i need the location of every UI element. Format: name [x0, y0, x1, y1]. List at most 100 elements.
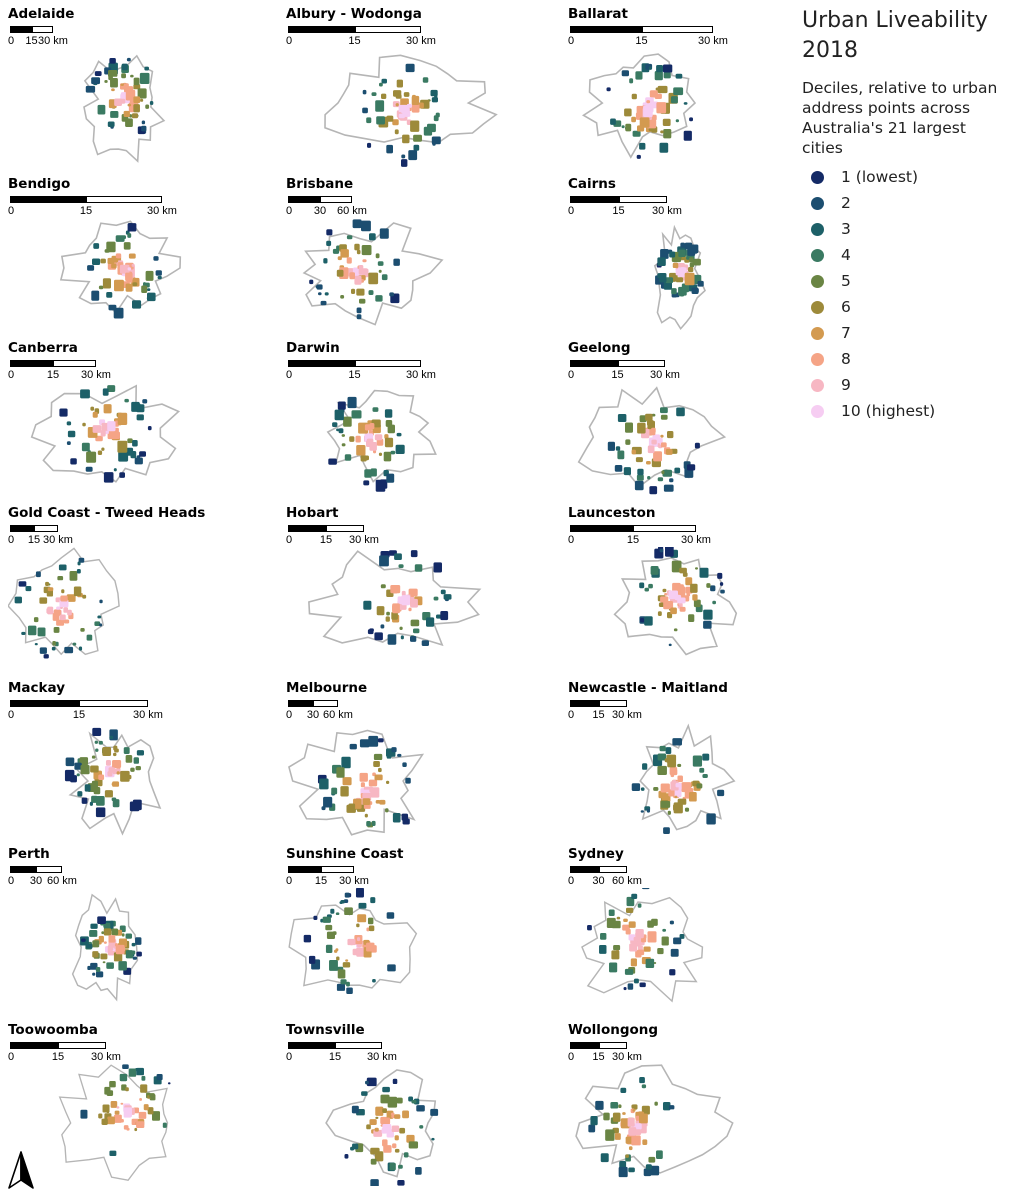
liveability-area: [35, 571, 41, 578]
liveability-area: [337, 256, 342, 261]
liveability-area: [85, 85, 96, 93]
liveability-area: [356, 937, 361, 942]
scale-label: 0: [286, 369, 293, 381]
liveability-area: [125, 283, 133, 292]
liveability-area: [600, 933, 607, 940]
liveability-area: [336, 269, 344, 277]
liveability-area: [636, 474, 644, 481]
liveability-area: [436, 614, 442, 619]
liveability-area: [635, 71, 643, 80]
liveability-area: [631, 783, 641, 792]
scale-label: 30 km: [652, 205, 682, 217]
liveability-area: [686, 593, 691, 597]
legend-title-line-2: 2018: [802, 38, 858, 63]
liveability-area: [387, 634, 397, 645]
liveability-area: [410, 550, 418, 558]
liveability-area: [690, 583, 698, 593]
liveability-area: [378, 269, 382, 273]
liveability-area: [647, 476, 651, 480]
liveability-area: [720, 589, 725, 594]
liveability-area: [14, 596, 22, 604]
liveability-area: [430, 1108, 439, 1116]
liveability-area: [369, 788, 373, 793]
liveability-area: [433, 596, 439, 601]
liveability-area: [644, 587, 649, 592]
liveability-area: [398, 1164, 403, 1169]
liveability-area: [98, 774, 105, 781]
liveability-area: [392, 1078, 398, 1085]
liveability-area: [121, 933, 125, 937]
liveability-area: [378, 767, 382, 773]
liveability-area: [640, 787, 645, 791]
liveability-area: [121, 63, 128, 71]
liveability-area: [135, 937, 142, 945]
liveability-area: [59, 614, 66, 621]
liveability-area: [695, 567, 698, 570]
liveability-area: [699, 567, 709, 578]
liveability-area: [702, 753, 710, 761]
liveability-area: [416, 1105, 425, 1112]
liveability-area: [56, 619, 65, 626]
liveability-area: [653, 961, 657, 964]
liveability-area: [356, 314, 362, 320]
liveability-area: [126, 57, 131, 62]
liveability-area: [660, 414, 668, 420]
liveability-area: [80, 389, 90, 399]
scale-label: 30 km: [698, 35, 728, 47]
region-boundary: [288, 729, 425, 836]
liveability-area: [628, 1167, 635, 1173]
liveability-area: [366, 438, 374, 445]
scale-label: 60 km: [337, 205, 367, 217]
liveability-area: [629, 943, 638, 952]
liveability-area: [95, 967, 101, 972]
liveability-area: [638, 1113, 648, 1124]
liveability-area: [631, 116, 636, 123]
liveability-area: [125, 89, 136, 101]
liveability-area: [346, 235, 353, 240]
liveability-area: [636, 154, 641, 159]
liveability-area: [634, 480, 644, 491]
liveability-area: [95, 807, 106, 818]
liveability-area: [353, 798, 362, 809]
legend-item: 5: [802, 268, 1007, 294]
liveability-area: [379, 228, 389, 239]
liveability-area: [373, 449, 377, 454]
legend-item: 6: [802, 294, 1007, 320]
scale-label: 0: [286, 35, 293, 47]
liveability-area: [92, 411, 98, 418]
scale-bar: [288, 196, 352, 203]
city-map: [577, 386, 727, 495]
liveability-area: [91, 795, 98, 803]
liveability-area: [105, 760, 111, 766]
liveability-area: [426, 617, 435, 627]
legend-label: 4: [841, 246, 851, 264]
liveability-area: [661, 936, 669, 946]
city-panel: Ballarat 0 15 30 km: [568, 6, 833, 171]
liveability-area: [365, 787, 369, 790]
city-map: [59, 220, 182, 319]
liveability-area: [672, 582, 681, 593]
city-title: Perth: [8, 846, 50, 862]
city-title: Wollongong: [568, 1022, 659, 1038]
liveability-area: [402, 818, 410, 825]
liveability-area: [637, 422, 646, 434]
city-title: Cairns: [568, 176, 616, 192]
liveability-area: [303, 934, 312, 943]
liveability-area: [136, 1121, 145, 1129]
liveability-area: [647, 445, 655, 454]
liveability-area: [395, 94, 402, 99]
scale-label: 15: [612, 205, 625, 217]
liveability-area: [331, 787, 338, 795]
liveability-area: [702, 774, 708, 778]
liveability-area: [625, 422, 633, 433]
liveability-area: [47, 587, 54, 592]
liveability-area: [100, 953, 108, 960]
liveability-area: [119, 1073, 128, 1082]
liveability-area: [683, 102, 688, 105]
liveability-area: [654, 71, 663, 81]
scale-label: 0: [286, 205, 293, 217]
liveability-area: [366, 927, 370, 932]
liveability-area: [102, 961, 106, 964]
liveability-area: [97, 104, 106, 115]
liveability-area: [141, 120, 146, 125]
